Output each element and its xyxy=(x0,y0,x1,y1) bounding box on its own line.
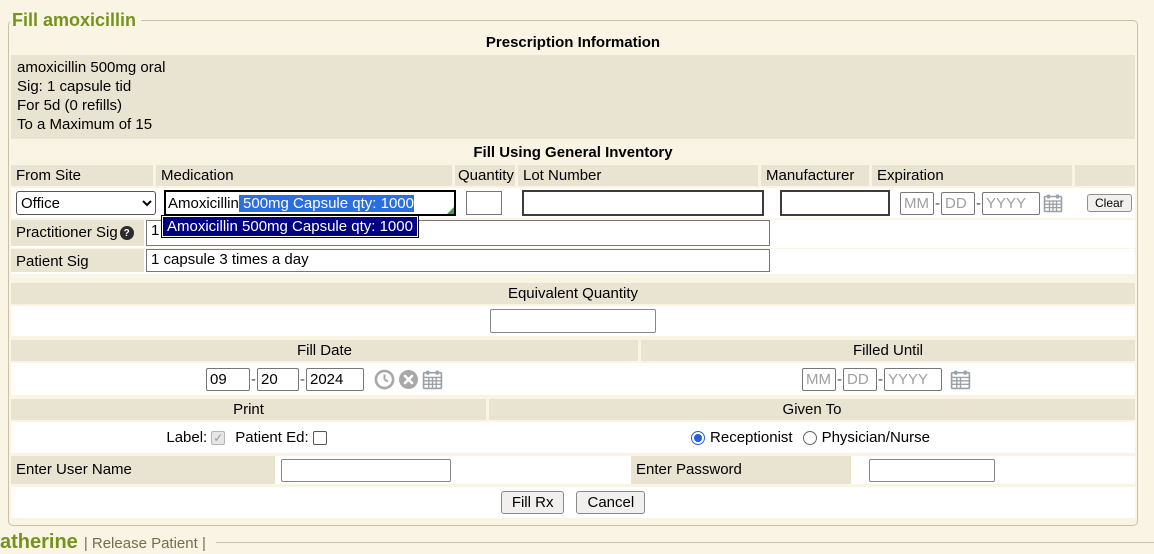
expiration-mm-input[interactable] xyxy=(900,191,934,215)
manufacturer-input[interactable] xyxy=(780,190,890,216)
date-dash: - xyxy=(935,194,940,212)
rx-line-refills: For 5d (0 refills) xyxy=(17,97,123,114)
prescription-info-header: Prescription Information xyxy=(485,34,661,51)
filled-until-yyyy-input[interactable] xyxy=(884,367,942,391)
medication-input[interactable]: Amoxicillin 500mg Capsule qty: 1000 xyxy=(164,190,456,216)
medication-typed-text: Amoxicillin xyxy=(168,194,239,212)
fill-date-header: Fill Date xyxy=(11,340,638,361)
physician-nurse-radio[interactable] xyxy=(802,430,817,445)
fill-date-group: - - xyxy=(11,367,638,391)
patient-sig-label: Patient Sig xyxy=(16,253,89,270)
clear-date-icon[interactable] xyxy=(398,369,419,390)
expiration-yyyy-input[interactable] xyxy=(982,191,1040,215)
prescription-details: amoxicillin 500mg oral Sig: 1 capsule ti… xyxy=(11,55,1135,139)
fill-date-mm-input[interactable] xyxy=(206,367,250,391)
help-icon[interactable]: ? xyxy=(119,226,134,240)
from-site-select[interactable]: Office xyxy=(16,191,156,215)
footer: atherine | Release Patient | xyxy=(0,531,1154,554)
medication-autocomplete-dropdown: Amoxicillin 500mg Capsule qty: 1000 xyxy=(161,215,419,238)
auth-row: Enter User Name Enter Password xyxy=(11,456,1135,484)
autocomplete-item[interactable]: Amoxicillin 500mg Capsule qty: 1000 xyxy=(163,217,417,236)
practitioner-sig-label: Practitioner Sig xyxy=(16,224,118,241)
date-dash: - xyxy=(300,370,305,388)
rx-line-sig: Sig: 1 capsule tid xyxy=(17,78,132,95)
next-section-border xyxy=(215,542,1154,543)
inventory-header: Fill Using General Inventory xyxy=(473,144,673,161)
username-inputcell xyxy=(275,456,631,484)
password-labelcell: Enter Password xyxy=(631,456,851,484)
col-spacer xyxy=(1075,165,1135,186)
patient-sig-labelcell: Patient Sig xyxy=(11,249,144,272)
medication-selected-text: 500mg Capsule qty: 1000 xyxy=(238,194,414,212)
password-inputcell xyxy=(851,456,1135,484)
col-from-site: From Site xyxy=(11,165,153,186)
resize-corner-icon xyxy=(447,207,454,214)
patient-sig-row: Patient Sig 1 capsule 3 times a day xyxy=(11,249,1135,274)
print-options-group: Label: Patient Ed: xyxy=(11,429,486,446)
cancel-button[interactable]: Cancel xyxy=(576,491,646,514)
col-manufacturer: Manufacturer xyxy=(761,165,869,186)
patient-sig-input[interactable]: 1 capsule 3 times a day xyxy=(146,249,770,272)
fill-rx-panel: Fill amoxicillin Prescription Informatio… xyxy=(8,10,1138,526)
equivalent-quantity-row xyxy=(11,306,1135,336)
patient-name-partial: atherine xyxy=(0,531,78,553)
rx-line-drug: amoxicillin 500mg oral xyxy=(17,59,166,76)
print-header: Print xyxy=(11,399,486,420)
current-time-icon[interactable] xyxy=(374,369,395,390)
given-to-group: Receptionist Physician/Nurse xyxy=(486,429,1135,446)
fill-rx-button[interactable]: Fill Rx xyxy=(500,491,565,514)
lot-number-input[interactable] xyxy=(522,190,764,216)
filled-until-group: - - xyxy=(638,367,1135,391)
password-label: Enter Password xyxy=(636,461,742,478)
expiration-dd-input[interactable] xyxy=(941,191,975,215)
patient-ed-checkbox[interactable] xyxy=(312,430,327,445)
print-given-headers-row: Print Given To xyxy=(11,399,1135,420)
filled-until-calendar-icon[interactable] xyxy=(950,369,971,390)
filled-until-mm-input[interactable] xyxy=(802,367,836,391)
rx-line-max: To a Maximum of 15 xyxy=(17,116,153,133)
equivalent-quantity-header: Equivalent Quantity xyxy=(11,283,1135,304)
label-checkbox-label: Label: xyxy=(166,429,208,446)
username-label: Enter User Name xyxy=(16,461,132,478)
date-dash: - xyxy=(251,370,256,388)
receptionist-radio[interactable] xyxy=(691,430,706,445)
password-input[interactable] xyxy=(869,458,995,482)
filled-until-dd-input[interactable] xyxy=(843,367,877,391)
col-quantity: Quantity xyxy=(455,165,515,186)
date-headers-row: Fill Date Filled Until xyxy=(11,340,1135,361)
release-patient-link[interactable]: | Release Patient | xyxy=(83,535,206,552)
actions-row: Fill Rx Cancel xyxy=(11,487,1135,518)
col-expiration: Expiration xyxy=(872,165,1072,186)
inventory-column-headers: From Site Medication Quantity Lot Number… xyxy=(11,165,1135,186)
col-medication: Medication xyxy=(156,165,452,186)
receptionist-radio-label: Receptionist xyxy=(710,429,793,446)
username-labelcell: Enter User Name xyxy=(11,456,275,484)
username-input[interactable] xyxy=(281,458,451,482)
equivalent-quantity-input[interactable] xyxy=(490,309,656,333)
practitioner-sig-labelcell: Practitioner Sig ? xyxy=(11,220,144,246)
print-given-row: Label: Patient Ed: Receptionist Physicia… xyxy=(11,422,1135,453)
quantity-input[interactable] xyxy=(466,191,502,215)
date-dash: - xyxy=(878,370,883,388)
inventory-input-row: Office Amoxicillin 500mg Capsule qty: 10… xyxy=(11,188,1135,218)
date-inputs-row: - - - - xyxy=(11,363,1135,395)
expiration-calendar-icon[interactable] xyxy=(1043,193,1063,213)
date-dash: - xyxy=(976,194,981,212)
practitioner-sig-row: Practitioner Sig ? 1 capsule tid Amoxici… xyxy=(11,215,1135,248)
fill-date-yyyy-input[interactable] xyxy=(306,367,364,391)
label-checkbox xyxy=(211,430,226,445)
clear-button[interactable]: Clear xyxy=(1087,194,1132,212)
patient-ed-checkbox-label: Patient Ed: xyxy=(235,429,309,446)
col-lot-number: Lot Number xyxy=(518,165,758,186)
given-to-header: Given To xyxy=(489,399,1135,420)
fill-date-dd-input[interactable] xyxy=(257,367,299,391)
fill-date-calendar-icon[interactable] xyxy=(422,369,443,390)
physician-nurse-radio-label: Physician/Nurse xyxy=(821,429,930,446)
panel-title: Fill amoxicillin xyxy=(12,10,137,30)
date-dash: - xyxy=(837,370,842,388)
filled-until-header: Filled Until xyxy=(641,340,1135,361)
